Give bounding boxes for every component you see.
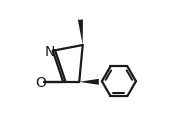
Text: N: N bbox=[45, 44, 55, 58]
Polygon shape bbox=[78, 20, 83, 46]
Polygon shape bbox=[79, 79, 99, 85]
Text: O: O bbox=[35, 75, 46, 89]
